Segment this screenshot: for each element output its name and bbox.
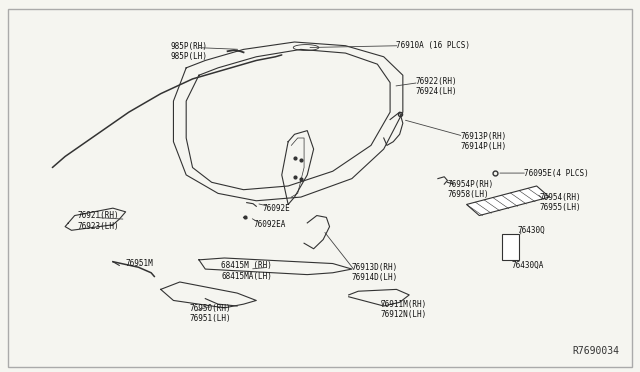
Text: 76910A (16 PLCS): 76910A (16 PLCS) <box>396 41 470 50</box>
Text: 76922(RH)
76924(LH): 76922(RH) 76924(LH) <box>415 77 457 96</box>
Text: 76095E(4 PLCS): 76095E(4 PLCS) <box>524 169 589 177</box>
Text: 76921(RH)
76923(LH): 76921(RH) 76923(LH) <box>78 211 120 231</box>
Text: 76913D(RH)
76914D(LH): 76913D(RH) 76914D(LH) <box>352 263 398 282</box>
Text: 76092E: 76092E <box>262 203 291 213</box>
Text: 76430QA: 76430QA <box>511 261 543 270</box>
Text: 76092EA: 76092EA <box>253 220 285 229</box>
Text: 76954(RH)
76955(LH): 76954(RH) 76955(LH) <box>540 193 582 212</box>
Text: 76911M(RH)
76912N(LH): 76911M(RH) 76912N(LH) <box>381 300 427 320</box>
Text: 76954P(RH)
76958(LH): 76954P(RH) 76958(LH) <box>447 180 493 199</box>
Text: 985P(RH)
985P(LH): 985P(RH) 985P(LH) <box>170 42 207 61</box>
Text: R7690034: R7690034 <box>573 346 620 356</box>
Bar <box>502 234 520 260</box>
Text: 68415M (RH)
68415MA(LH): 68415M (RH) 68415MA(LH) <box>221 261 272 280</box>
Text: 76430Q: 76430Q <box>518 226 545 235</box>
Polygon shape <box>467 186 549 215</box>
Text: 76951M: 76951M <box>125 259 154 268</box>
Text: 76913P(RH)
76914P(LH): 76913P(RH) 76914P(LH) <box>460 132 506 151</box>
Text: 76950(RH)
76951(LH): 76950(RH) 76951(LH) <box>189 304 231 323</box>
